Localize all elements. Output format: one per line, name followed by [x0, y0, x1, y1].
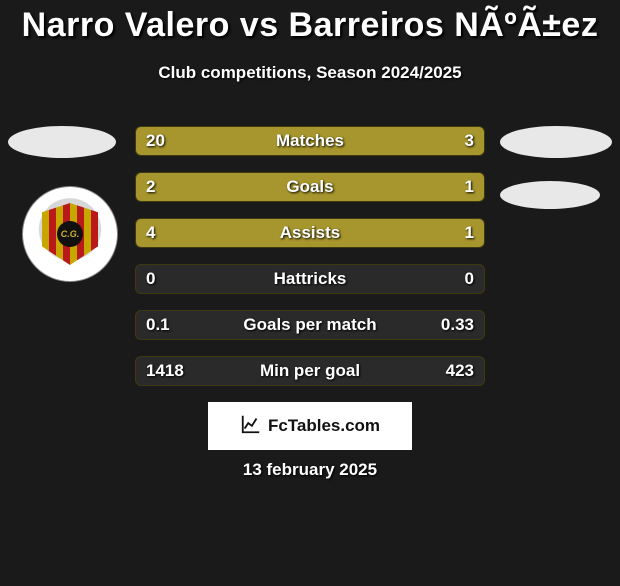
stat-row: 203Matches [135, 126, 485, 156]
stats-container: 203Matches 21Goals 41Assists 00Hattricks 0.1… [135, 126, 485, 402]
stat-label: Matches [136, 127, 484, 155]
stat-label: Goals per match [136, 311, 484, 339]
page-title: Narro Valero vs Barreiros NÃºÃ±ez [0, 6, 620, 45]
stat-row: 41Assists [135, 218, 485, 248]
stat-label: Min per goal [136, 357, 484, 385]
player-left-photo-placeholder [8, 126, 116, 158]
chart-icon [240, 413, 262, 440]
stat-label: Hattricks [136, 265, 484, 293]
stat-label: Assists [136, 219, 484, 247]
crest-monogram: C.G. [57, 221, 83, 247]
source-badge-text: FcTables.com [268, 416, 380, 436]
footer-date: 13 february 2025 [0, 460, 620, 480]
stat-row: 1418423Min per goal [135, 356, 485, 386]
stat-row: 21Goals [135, 172, 485, 202]
club-left-crest: C.G. [22, 186, 118, 282]
club-right-logo-placeholder [500, 181, 600, 209]
stat-label: Goals [136, 173, 484, 201]
stat-row: 0.10.33Goals per match [135, 310, 485, 340]
source-badge: FcTables.com [208, 402, 412, 450]
player-right-photo-placeholder [500, 126, 612, 158]
page-subtitle: Club competitions, Season 2024/2025 [0, 63, 620, 83]
stat-row: 00Hattricks [135, 264, 485, 294]
